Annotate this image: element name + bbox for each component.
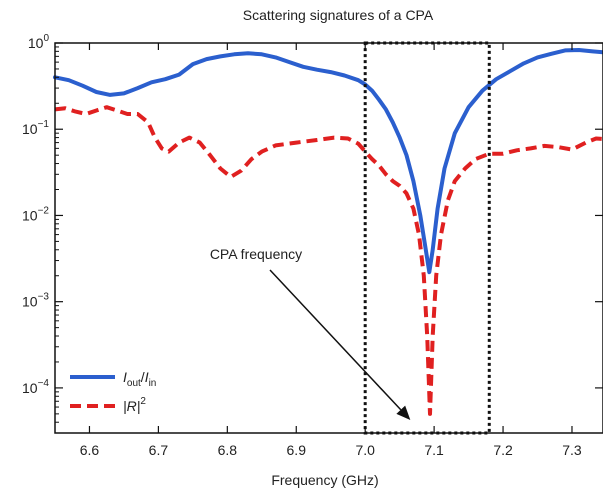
annotation-arrow-head	[396, 405, 411, 420]
annotation-layer: CPA frequency	[210, 246, 411, 420]
axes-layer: 6.6 6.7 6.8 6.9 7.0 7.1 7.2 7.3 100 10−1 10−2 10−3 1…	[22, 33, 603, 458]
legend-label-1: Iout/Iin	[123, 369, 156, 389]
annotation-arrow-line	[269, 269, 402, 411]
x-tick-label: 6.6	[80, 442, 100, 458]
x-tick-label: 6.9	[287, 442, 307, 458]
x-tick-label: 7.1	[424, 442, 444, 458]
y-tick-label: 10−3	[22, 292, 49, 310]
legend-label-2: |R|2	[123, 396, 146, 414]
chart-title: Scattering signatures of a CPA	[243, 7, 434, 23]
x-tick-label: 6.8	[218, 442, 238, 458]
x-tick-label: 7.3	[562, 442, 582, 458]
x-axis-label: Frequency (GHz)	[271, 472, 378, 488]
x-tick-label: 7.0	[355, 442, 375, 458]
annotation-label: CPA frequency	[210, 246, 302, 262]
y-tick-label: 10−2	[22, 205, 49, 223]
y-tick-label: 10−4	[22, 378, 49, 396]
y-tick-label: 10−1	[22, 119, 49, 137]
series-layer	[53, 48, 603, 416]
legend: Iout/Iin |R|2	[70, 369, 156, 414]
plot-frame	[54, 42, 603, 434]
x-tick-label: 7.2	[493, 442, 513, 458]
series-line-1	[53, 48, 603, 275]
series-line-2	[54, 105, 603, 416]
y-tick-label: 100	[28, 33, 50, 51]
x-tick-label: 6.7	[149, 442, 169, 458]
